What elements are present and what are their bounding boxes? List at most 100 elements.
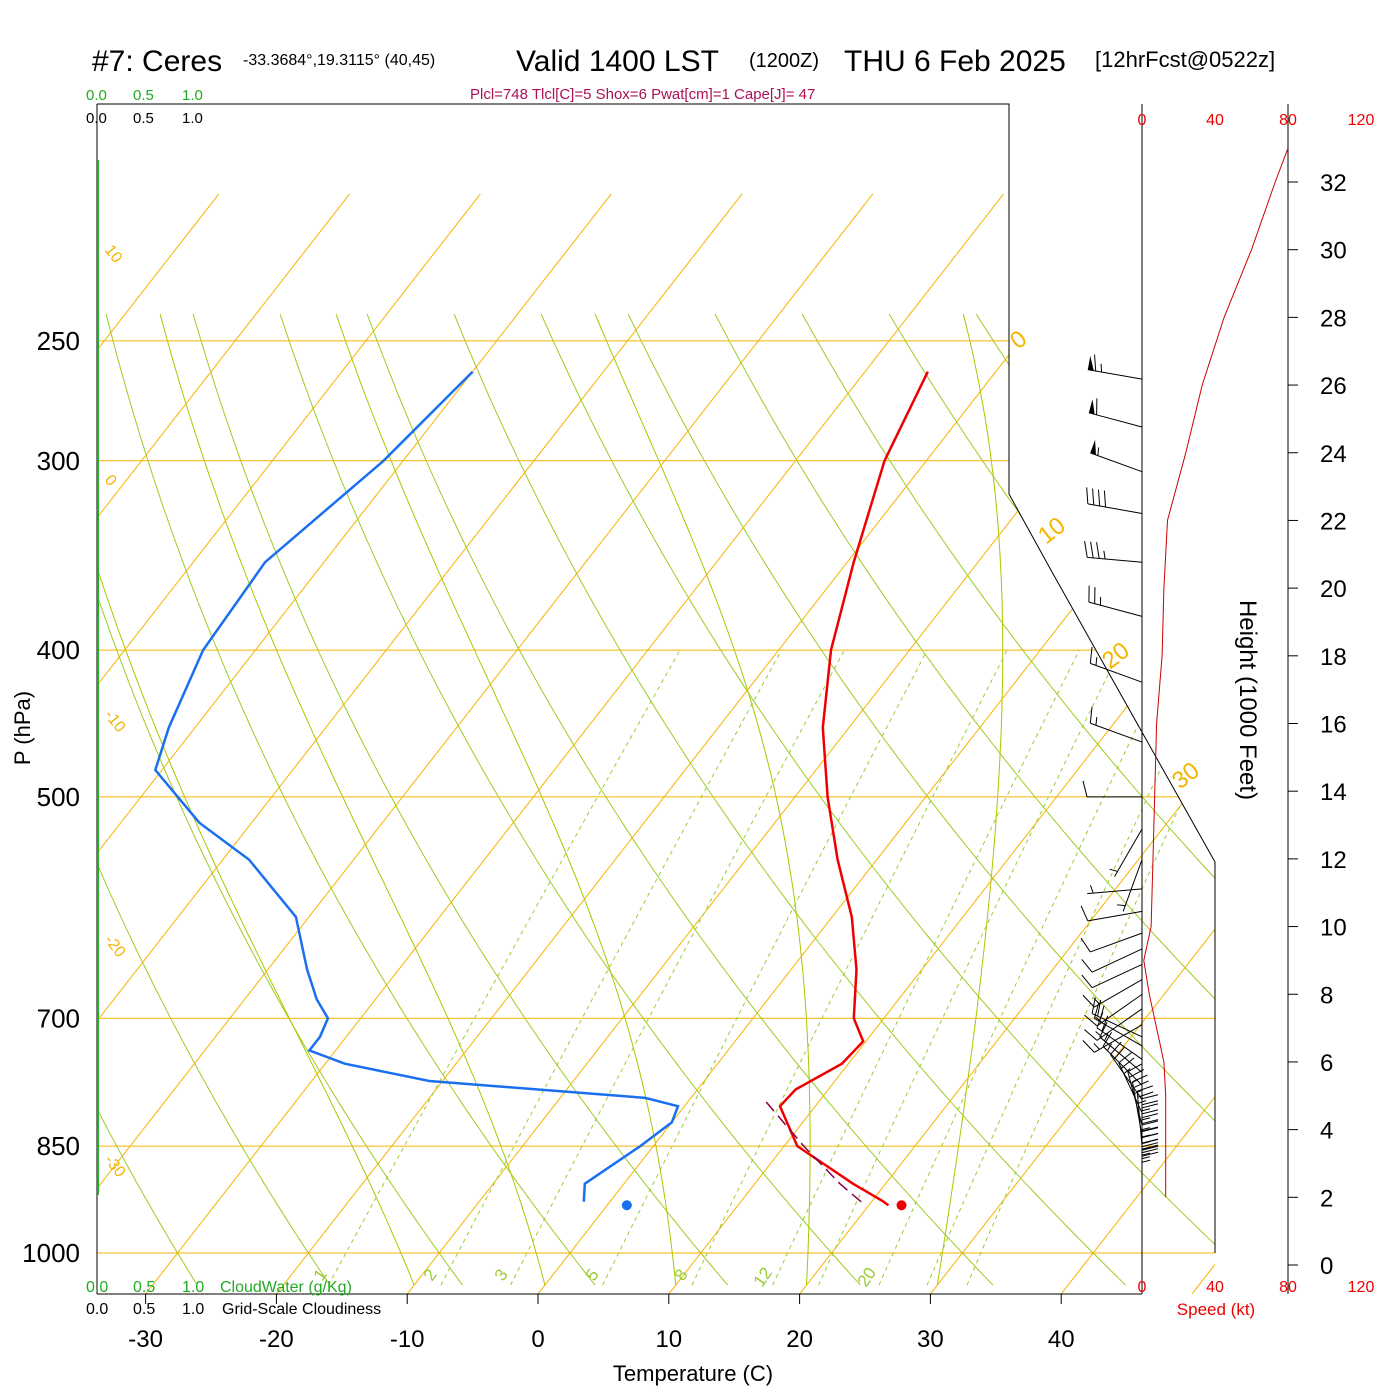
wind-barb-half — [1123, 1068, 1131, 1075]
wind-barb-staff — [1091, 964, 1143, 989]
cloudwater-scale-top: 0.0 0.5 1.0 0.0 0.5 1.0 — [86, 87, 203, 127]
speed-tick: 80 — [1279, 1279, 1297, 1296]
cloudiness-tick: 1.0 — [182, 1301, 204, 1318]
wind-barb-staff — [1087, 369, 1143, 380]
mixing-ratio-line — [772, 649, 1080, 1286]
wind-barb-full — [1141, 1109, 1159, 1115]
moist-adiabat-line — [936, 313, 1004, 1286]
pressure-tick-label: 500 — [37, 782, 80, 812]
surface-dewpoint-point — [621, 1200, 632, 1211]
wind-barb — [1081, 964, 1143, 989]
cloudwater-tick: 1.0 — [182, 1279, 204, 1296]
cloudwater-scale-bottom: 0.0 0.5 1.0 CloudWater (g/Kg) 0.0 0.5 1.… — [86, 1279, 381, 1318]
wind-barb-full — [1080, 937, 1091, 953]
pressure-tick-label: 1000 — [22, 1238, 80, 1268]
dry-adiabat-line — [97, 1107, 198, 1286]
wind-barb-full — [1082, 1040, 1095, 1053]
isotherm-line — [97, 193, 351, 519]
wind-barb-staff — [1114, 828, 1143, 877]
wind-barb — [1081, 948, 1143, 973]
height-tick-label: 22 — [1320, 508, 1347, 535]
wind-barb-full — [1141, 1148, 1159, 1154]
cloudiness-tick: 0.5 — [133, 1301, 155, 1318]
cloudwater-label: CloudWater (g/Kg) — [220, 1279, 352, 1296]
mixing-ratio-label: 20 — [854, 1264, 880, 1290]
wind-barb-half — [1093, 997, 1100, 1005]
wind-barb — [1082, 979, 1143, 1008]
wind-barb-full — [1097, 999, 1102, 1017]
wind-barb-half — [1103, 550, 1106, 560]
wind-barb-half — [1141, 1127, 1151, 1131]
wind-barb-full — [1092, 488, 1095, 505]
wind-barb-half — [1090, 885, 1094, 894]
isotherm-line — [97, 193, 481, 687]
wind-barb-full — [1127, 1063, 1143, 1073]
height-tick-label: 32 — [1320, 170, 1347, 197]
plot-mask — [1009, 104, 1215, 862]
wind-barb-full — [1101, 1015, 1109, 1032]
wind-barb-full — [1141, 1151, 1159, 1157]
wind-barb-half — [1134, 1089, 1143, 1095]
plot-border — [97, 103, 1216, 1253]
pressure-tick-label: 300 — [37, 446, 80, 476]
cloudwater-tick: 0.0 — [86, 87, 107, 104]
wind-barb-staff — [1136, 1091, 1143, 1147]
dry-adiabat-line — [192, 313, 729, 1286]
wind-barb-full — [1141, 1103, 1159, 1109]
wind-barb-half — [1141, 1134, 1151, 1138]
station-title: #7: Ceres — [92, 45, 222, 78]
mixing-ratio-line — [878, 649, 1175, 1286]
x-tick-label: 40 — [1048, 1326, 1075, 1353]
cloudiness-tick: 1.0 — [182, 110, 203, 127]
wind-barb-full — [1099, 1005, 1105, 1022]
dry-adiabat-line — [627, 313, 1215, 1122]
wind-barb-half — [1093, 1043, 1100, 1050]
isotherm-line — [929, 928, 1215, 1294]
wind-barb-half — [1097, 447, 1100, 456]
wind-barb-full — [1103, 490, 1107, 508]
wind-barb-staff — [1090, 932, 1143, 953]
wind-barb-flag — [1087, 355, 1094, 371]
mixing-ratio-line — [966, 728, 1215, 1286]
wind-barb — [1084, 993, 1143, 1027]
wind-barb-half — [1141, 1117, 1151, 1121]
mixing-ratio-line — [510, 649, 845, 1286]
pressure-tick-label: 850 — [37, 1131, 80, 1161]
wind-barb-flag — [1088, 399, 1095, 415]
height-tick-label: 16 — [1320, 712, 1347, 739]
moist-adiabat-line — [97, 565, 415, 1286]
x-tick-label: 10 — [655, 1326, 682, 1353]
cloudiness-tick: 0.5 — [133, 110, 154, 127]
wind-barb-full — [1091, 997, 1096, 1014]
height-tick-label: 6 — [1320, 1050, 1333, 1077]
moist-adiabat-line — [335, 313, 677, 1286]
speed-scale: 0 40 80 120 0 40 80 120 Speed (kt) — [1138, 112, 1375, 1319]
forecast-info: [12hrFcst@0522z] — [1095, 47, 1275, 72]
temperature-line — [778, 371, 929, 1207]
cloudiness-tick: 0.0 — [86, 1301, 108, 1318]
wind-barb-full — [1094, 354, 1097, 372]
speed-tick: 40 — [1206, 112, 1224, 129]
speed-tick: 120 — [1348, 112, 1375, 129]
isotherm-label: -20 — [101, 932, 129, 961]
wind-barb-full — [1082, 780, 1088, 798]
speed-tick: 80 — [1279, 112, 1297, 129]
wind-barb-full — [1097, 489, 1101, 507]
mixing-ratio-line — [440, 649, 783, 1286]
wind-barb-staff — [1087, 888, 1143, 895]
wind-barb — [1116, 859, 1143, 912]
dry-adiabat-line — [714, 313, 1215, 1000]
wind-barb — [1089, 646, 1143, 683]
wind-barb-half — [1095, 1031, 1103, 1038]
wind-barb-full — [1141, 1126, 1159, 1132]
cloudwater-tick: 0.5 — [133, 1279, 155, 1296]
height-tick-label: 24 — [1320, 441, 1347, 468]
mixing-ratio-label: 3 — [491, 1266, 512, 1285]
height-tick-label: 18 — [1320, 644, 1347, 671]
moist-adiabat-line — [594, 313, 811, 1286]
isotherm-line — [275, 193, 1135, 1294]
wind-barb-half — [1095, 717, 1098, 726]
wind-barb-staff — [1088, 601, 1143, 617]
pressure-tick-label: 400 — [37, 635, 80, 665]
